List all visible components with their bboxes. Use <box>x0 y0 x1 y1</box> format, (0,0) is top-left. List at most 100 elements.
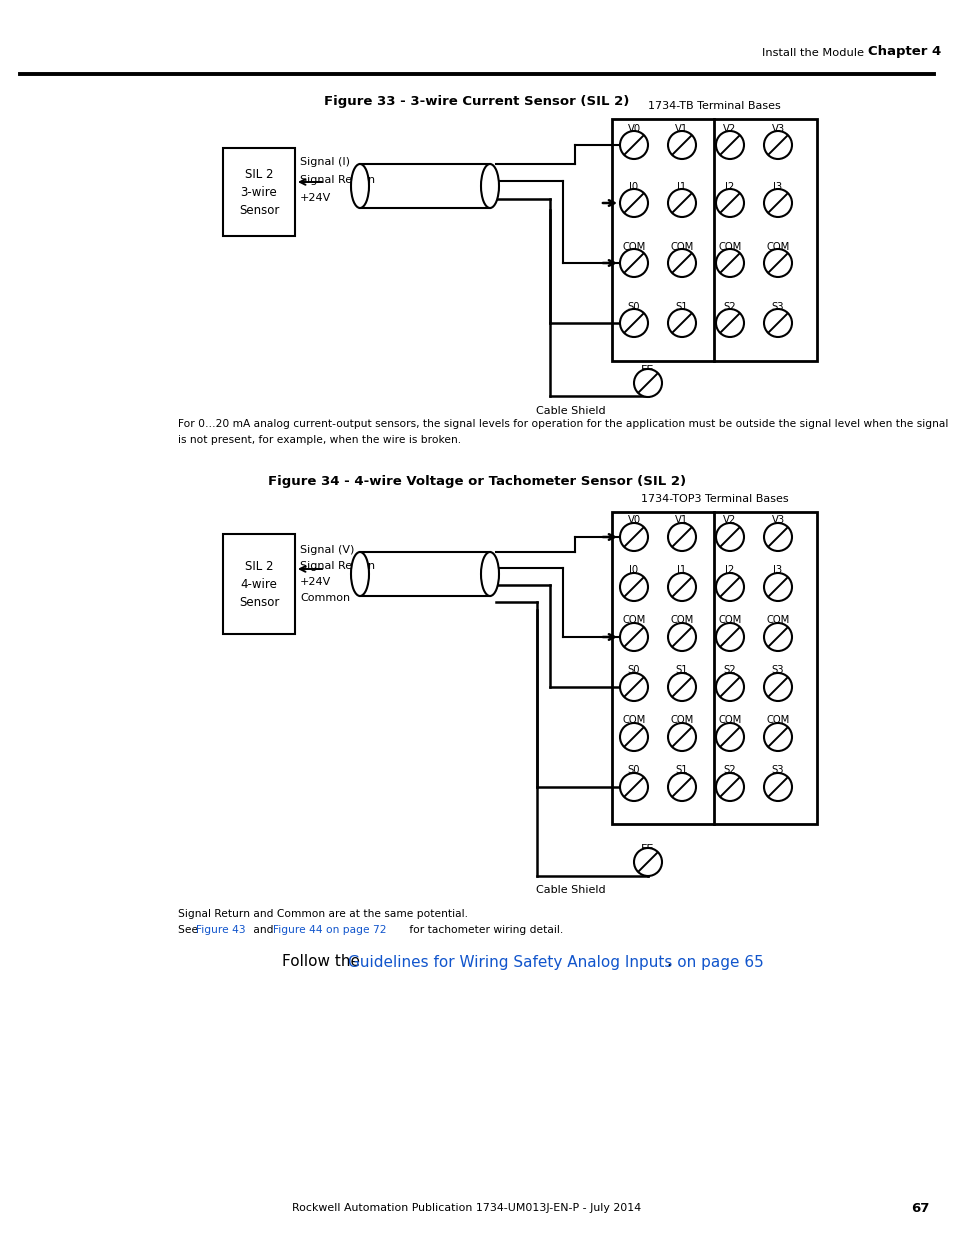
Bar <box>359 552 490 597</box>
Text: Figure 44 on page 72: Figure 44 on page 72 <box>273 925 386 935</box>
Text: .: . <box>665 955 670 969</box>
Circle shape <box>716 249 743 277</box>
Bar <box>359 164 490 207</box>
Text: COM: COM <box>670 242 693 252</box>
Text: Cable Shield: Cable Shield <box>536 406 605 416</box>
Ellipse shape <box>351 552 369 597</box>
Ellipse shape <box>351 164 369 207</box>
Bar <box>612 513 816 824</box>
Circle shape <box>716 131 743 159</box>
Text: S2: S2 <box>723 303 736 312</box>
Text: Common: Common <box>299 593 350 603</box>
Text: Signal Return and Common are at the same potential.: Signal Return and Common are at the same… <box>178 909 468 919</box>
Text: I2: I2 <box>724 182 734 191</box>
Circle shape <box>619 309 647 337</box>
Text: COM: COM <box>718 615 740 625</box>
Text: S2: S2 <box>723 664 736 676</box>
Text: Signal Return: Signal Return <box>299 175 375 185</box>
Circle shape <box>619 573 647 601</box>
Circle shape <box>763 773 791 802</box>
Bar <box>223 534 294 634</box>
Text: Guidelines for Wiring Safety Analog Inputs on page 65: Guidelines for Wiring Safety Analog Inpu… <box>348 955 763 969</box>
Text: +24V: +24V <box>299 193 331 203</box>
Text: COM: COM <box>765 242 789 252</box>
Text: I1: I1 <box>677 182 686 191</box>
Text: For 0…20 mA analog current-output sensors, the signal levels for operation for t: For 0…20 mA analog current-output sensor… <box>178 419 947 429</box>
Text: FE: FE <box>640 844 654 853</box>
Circle shape <box>763 189 791 217</box>
Text: Signal (I): Signal (I) <box>299 157 350 167</box>
Text: I3: I3 <box>773 564 781 576</box>
Text: V1: V1 <box>675 515 688 525</box>
Circle shape <box>667 722 696 751</box>
Text: S1: S1 <box>675 664 688 676</box>
Circle shape <box>667 522 696 551</box>
Circle shape <box>763 131 791 159</box>
Circle shape <box>619 722 647 751</box>
Text: COM: COM <box>765 715 789 725</box>
Text: S0: S0 <box>627 303 639 312</box>
Text: COM: COM <box>670 715 693 725</box>
Text: I2: I2 <box>724 564 734 576</box>
Text: I3: I3 <box>773 182 781 191</box>
Text: Cable Shield: Cable Shield <box>536 885 605 895</box>
Text: 1734-TB Terminal Bases: 1734-TB Terminal Bases <box>647 101 781 111</box>
Circle shape <box>763 622 791 651</box>
Text: S1: S1 <box>675 764 688 776</box>
Circle shape <box>716 522 743 551</box>
Text: Signal (V): Signal (V) <box>299 545 354 555</box>
Text: Figure 34 - 4-wire Voltage or Tachometer Sensor (SIL 2): Figure 34 - 4-wire Voltage or Tachometer… <box>268 475 685 489</box>
Circle shape <box>619 522 647 551</box>
Circle shape <box>667 189 696 217</box>
Circle shape <box>763 309 791 337</box>
Text: V0: V0 <box>627 124 639 135</box>
Text: Figure 33 - 3-wire Current Sensor (SIL 2): Figure 33 - 3-wire Current Sensor (SIL 2… <box>324 95 629 107</box>
Text: +24V: +24V <box>299 577 331 587</box>
Text: I1: I1 <box>677 564 686 576</box>
Circle shape <box>716 573 743 601</box>
Circle shape <box>667 622 696 651</box>
Bar <box>612 119 816 361</box>
Circle shape <box>619 622 647 651</box>
Text: for tachometer wiring detail.: for tachometer wiring detail. <box>406 925 562 935</box>
Text: Figure 43: Figure 43 <box>195 925 245 935</box>
Circle shape <box>667 309 696 337</box>
Text: COM: COM <box>718 242 740 252</box>
Text: Follow the: Follow the <box>282 955 364 969</box>
Circle shape <box>667 673 696 701</box>
Circle shape <box>667 773 696 802</box>
Circle shape <box>619 673 647 701</box>
Text: COM: COM <box>621 242 645 252</box>
Text: COM: COM <box>718 715 740 725</box>
Text: S3: S3 <box>771 303 783 312</box>
Circle shape <box>763 722 791 751</box>
Circle shape <box>667 573 696 601</box>
Circle shape <box>634 848 661 876</box>
Circle shape <box>667 249 696 277</box>
Circle shape <box>763 573 791 601</box>
Circle shape <box>763 522 791 551</box>
Text: S1: S1 <box>675 303 688 312</box>
Text: COM: COM <box>670 615 693 625</box>
Text: Signal Return: Signal Return <box>299 561 375 571</box>
Text: See: See <box>178 925 201 935</box>
Text: V2: V2 <box>722 515 736 525</box>
Circle shape <box>619 131 647 159</box>
Text: is not present, for example, when the wire is broken.: is not present, for example, when the wi… <box>178 435 460 445</box>
Text: and: and <box>250 925 276 935</box>
Circle shape <box>763 249 791 277</box>
Text: COM: COM <box>621 615 645 625</box>
Text: V1: V1 <box>675 124 688 135</box>
Text: 1734-TOP3 Terminal Bases: 1734-TOP3 Terminal Bases <box>640 494 787 504</box>
Circle shape <box>763 673 791 701</box>
Text: V2: V2 <box>722 124 736 135</box>
Text: I0: I0 <box>629 182 638 191</box>
Circle shape <box>619 249 647 277</box>
Text: S0: S0 <box>627 764 639 776</box>
Text: S3: S3 <box>771 764 783 776</box>
Text: S2: S2 <box>723 764 736 776</box>
Circle shape <box>619 189 647 217</box>
Text: SIL 2
4-wire
Sensor: SIL 2 4-wire Sensor <box>238 559 279 609</box>
Text: V3: V3 <box>771 515 783 525</box>
Text: SIL 2
3-wire
Sensor: SIL 2 3-wire Sensor <box>238 168 279 216</box>
